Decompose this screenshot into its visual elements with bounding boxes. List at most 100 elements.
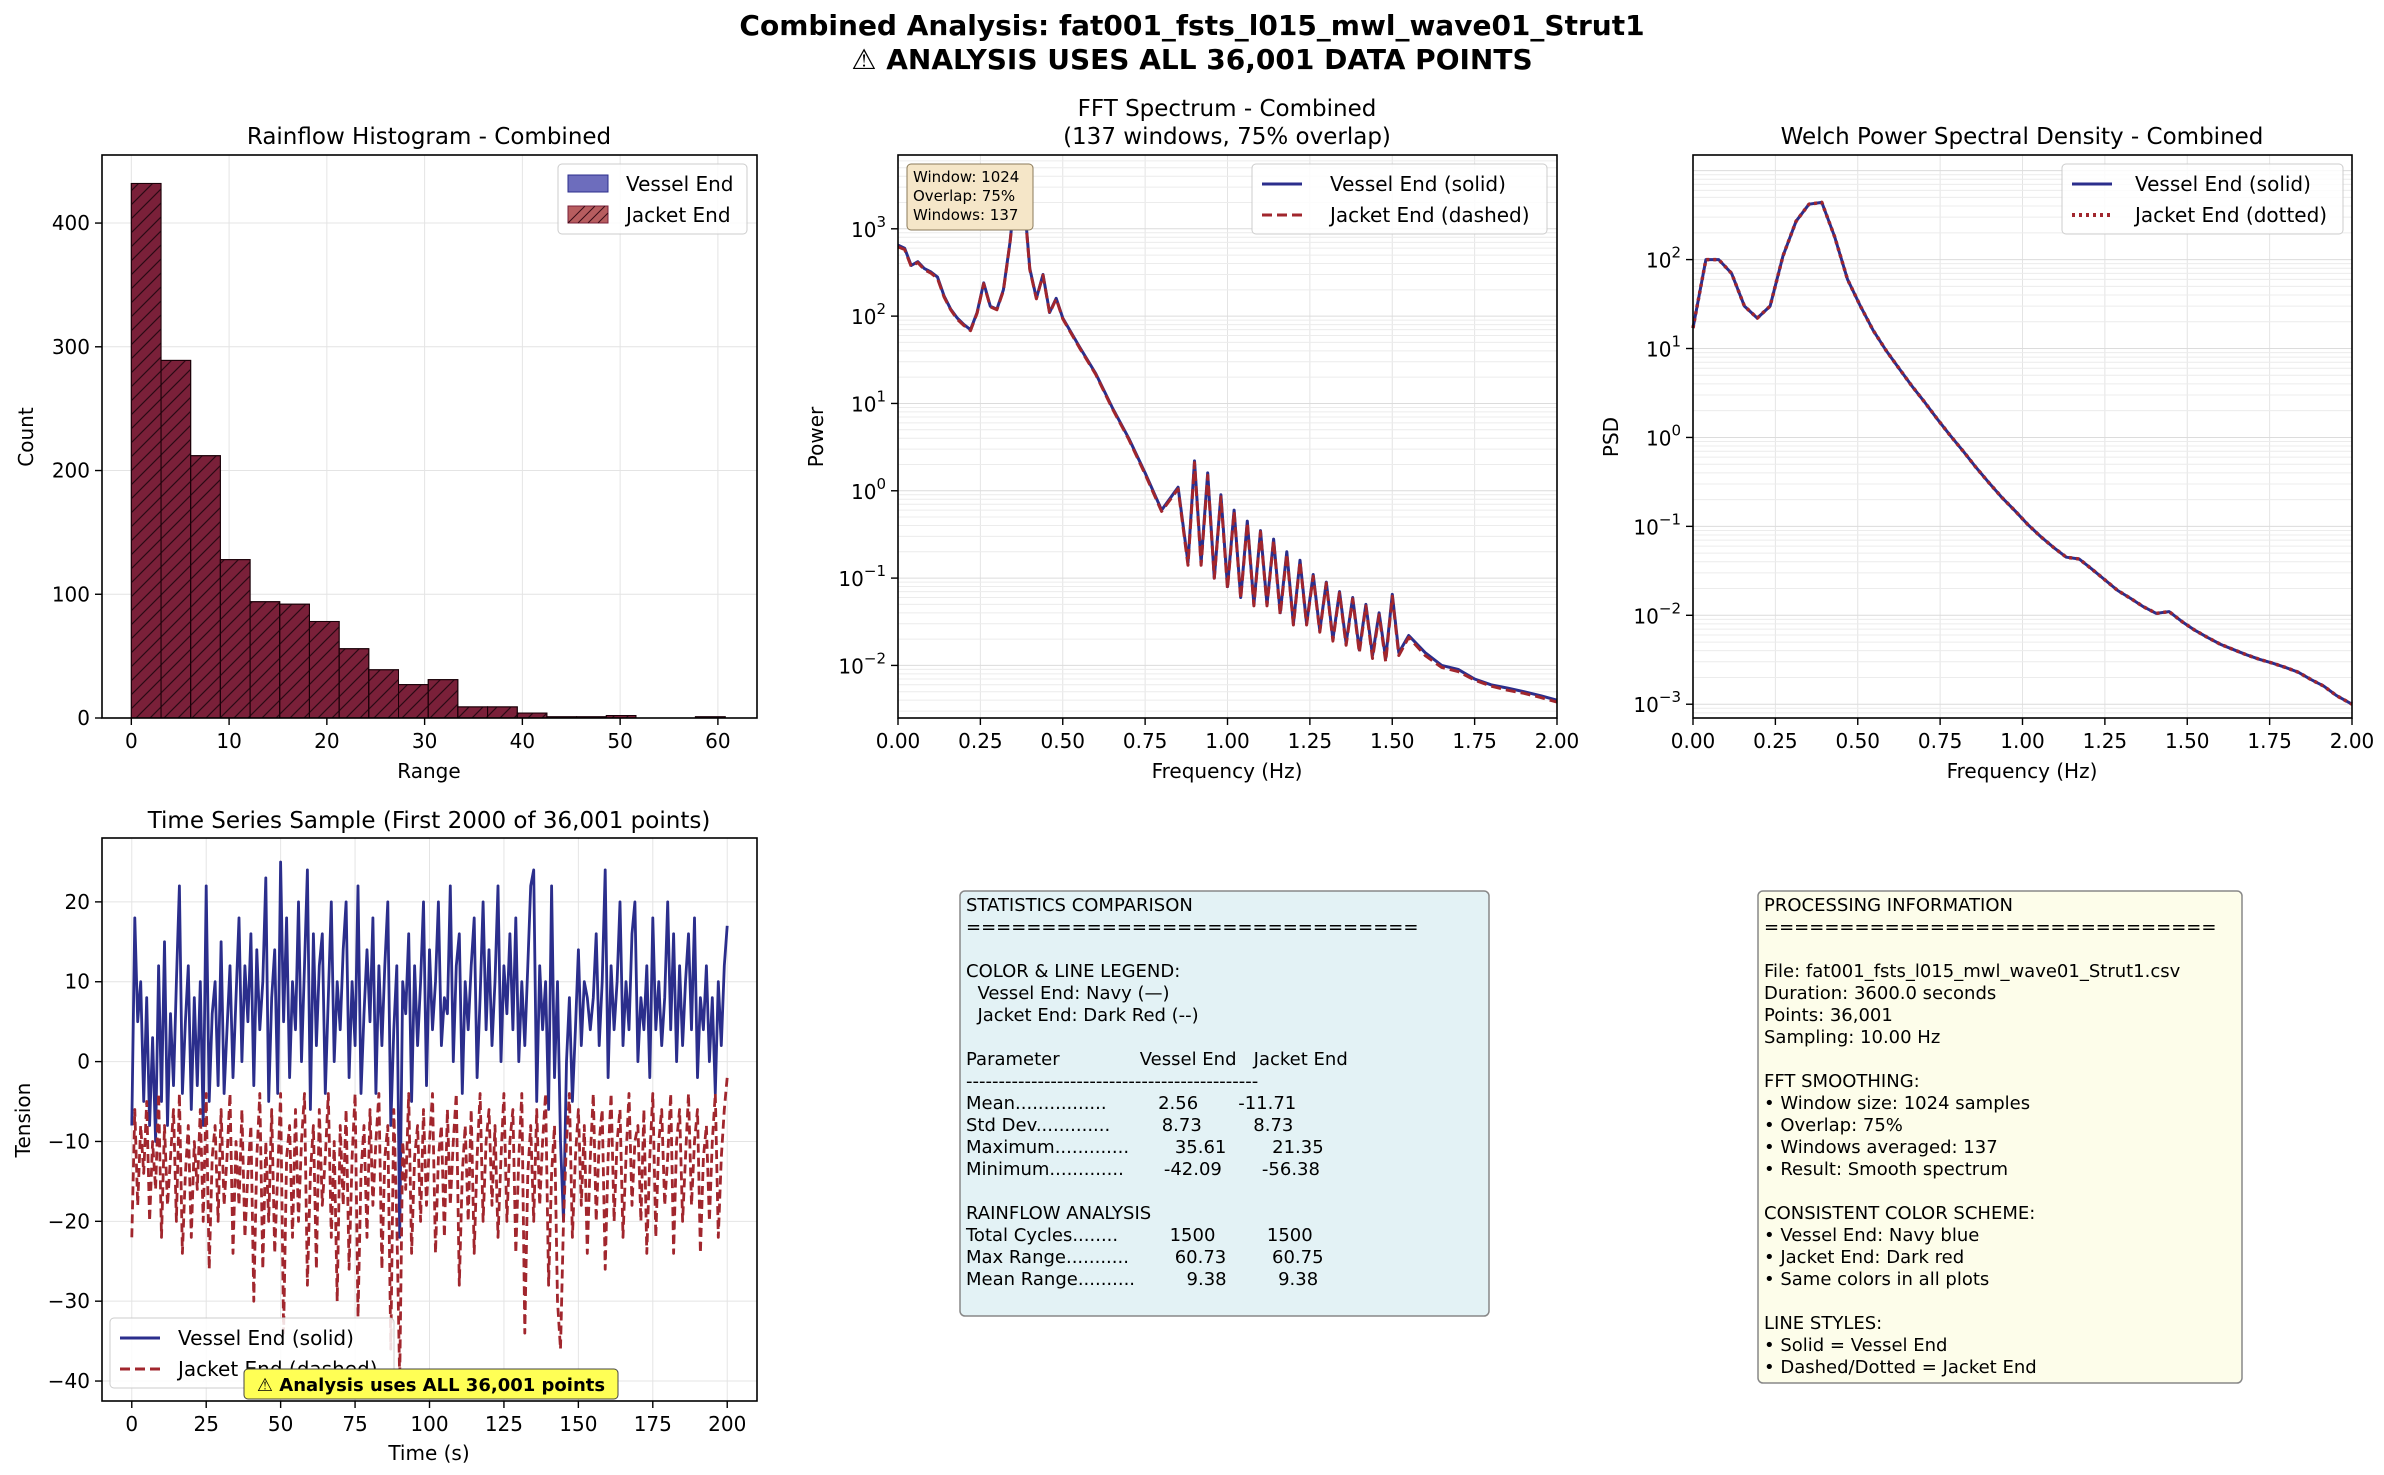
jacket-end-line (897, 177, 1558, 704)
x-tick-label: 100 (410, 1412, 448, 1436)
processing-line: FFT SMOOTHING: (1764, 1071, 1920, 1092)
stats-row: Maximum............. 35.61 21.35 (966, 1137, 1324, 1158)
fft-annotation-window: Window: 1024 (913, 168, 1019, 186)
processing-line: PROCESSING INFORMATION (1764, 895, 2013, 916)
y-tick-label: 100 (1646, 421, 1681, 450)
y-tick-label: 101 (851, 387, 886, 416)
timeseries-xlabel: Time (s) (387, 1441, 469, 1465)
timeseries-ylabel: Tension (11, 1083, 35, 1159)
rainflow-bars (130, 182, 726, 719)
x-tick-label: 0.00 (876, 729, 921, 753)
fft-title: FFT Spectrum - Combined (1078, 96, 1377, 122)
x-tick-label: 150 (559, 1412, 597, 1436)
time-series-panel: Time Series Sample (First 2000 of 36,001… (11, 808, 758, 1465)
processing-line: Sampling: 10.00 Hz (1764, 1027, 1940, 1048)
y-tick-label: 101 (1646, 333, 1681, 362)
y-tick-label: 10−1 (838, 562, 886, 591)
fft-gridlines (897, 154, 1558, 718)
histogram-bar-jacket (249, 601, 281, 719)
stats-row: Mean Range.......... 9.38 9.38 (966, 1269, 1318, 1290)
histogram-bar-jacket (368, 669, 400, 719)
rainflow-legend: Vessel End Jacket End (557, 163, 748, 235)
rainflow-axes-frame (101, 154, 758, 719)
welch-ylabel: PSD (1599, 417, 1623, 457)
x-tick-label: 30 (412, 729, 437, 753)
vessel-end-line (130, 860, 729, 1239)
x-tick-label: 1.75 (1452, 729, 1497, 753)
figure-title: Combined Analysis: fat001_fsts_l015_mwl_… (739, 9, 1644, 42)
welch-legend: Vessel End (solid) Jacket End (dotted) (2061, 163, 2344, 235)
y-tick-label: 10−3 (1633, 688, 1681, 717)
x-tick-label: 0.25 (1753, 729, 1798, 753)
fft-series (897, 176, 1558, 704)
y-tick-label: 10 (65, 970, 90, 994)
fft-annotation-overlap: Overlap: 75% (913, 187, 1015, 205)
rainflow-title: Rainflow Histogram - Combined (247, 124, 611, 150)
histogram-bar-jacket (130, 182, 162, 719)
x-tick-label: 50 (268, 1412, 293, 1436)
stats-legend-title: COLOR & LINE LEGEND: (966, 961, 1180, 982)
x-tick-label: 25 (193, 1412, 218, 1436)
processing-line: • Solid = Vessel End (1764, 1335, 1947, 1356)
processing-line: • Windows averaged: 137 (1764, 1137, 1998, 1158)
histogram-bar-jacket (398, 684, 429, 719)
y-tick-label: 100 (52, 582, 90, 606)
histogram-bar-jacket (219, 559, 251, 719)
stats-rule: ============================== (966, 917, 1418, 938)
histogram-bar-jacket (487, 706, 518, 719)
timeseries-y-ticks: −40 −30 −20 −10 0 10 20 (48, 890, 102, 1393)
stats-legend-jacket: Jacket End: Dark Red (--) (966, 1005, 1199, 1026)
x-tick-label: 2.00 (2330, 729, 2375, 753)
welch-series (1691, 200, 2353, 706)
fft-x-ticks: 0.00 0.25 0.50 0.75 1.00 1.25 1.50 1.75 2.00 (876, 718, 1579, 753)
jacket-end-line (1691, 200, 2353, 706)
processing-line: • Result: Smooth spectrum (1764, 1159, 2008, 1180)
y-tick-label: 0 (77, 1050, 90, 1074)
rainflow-gridlines (102, 155, 757, 719)
x-tick-label: 1.00 (1205, 729, 1250, 753)
processing-line: • Overlap: 75% (1764, 1115, 1903, 1136)
rainflow-y-ticks: 0 100 200 300 400 (52, 211, 102, 730)
x-tick-label: 75 (342, 1412, 367, 1436)
x-tick-label: 0.25 (958, 729, 1003, 753)
histogram-bar-jacket (160, 359, 192, 719)
x-tick-label: 1.50 (1370, 729, 1415, 753)
timeseries-x-ticks: 0 25 50 75 100 125 150 175 200 (125, 1401, 746, 1436)
timeseries-title: Time Series Sample (First 2000 of 36,001… (147, 808, 711, 834)
y-tick-label: 10−1 (1633, 510, 1681, 539)
welch-gridlines (1692, 155, 2353, 719)
y-tick-label: 103 (851, 213, 886, 242)
legend-label-jacket: Jacket End (624, 203, 731, 227)
histogram-bar-jacket (308, 620, 340, 719)
y-tick-label: 10−2 (838, 649, 886, 678)
y-tick-label: −20 (48, 1209, 90, 1233)
welch-x-ticks: 0.00 0.25 0.50 0.75 1.00 1.25 1.50 1.75 2.00 (1671, 718, 2375, 753)
x-tick-label: 1.00 (2000, 729, 2045, 753)
y-tick-label: 10−2 (1633, 599, 1681, 628)
processing-line: Duration: 3600.0 seconds (1764, 983, 1996, 1004)
legend-label-vessel: Vessel End (626, 172, 734, 196)
legend-label-jacket: Jacket End (dashed) (1328, 203, 1530, 227)
histogram-bar-jacket (338, 648, 370, 719)
welch-y-ticks: 10−3 10−2 10−1 100 101 102 (1633, 244, 1693, 717)
x-tick-label: 10 (216, 729, 241, 753)
stats-title: STATISTICS COMPARISON (966, 895, 1193, 916)
x-tick-label: 50 (607, 729, 632, 753)
x-tick-label: 0 (125, 1412, 138, 1436)
x-tick-label: 1.25 (1288, 729, 1333, 753)
processing-line: • Same colors in all plots (1764, 1269, 1989, 1290)
x-tick-label: 40 (510, 729, 535, 753)
x-tick-label: 125 (485, 1412, 523, 1436)
timeseries-note-text: ⚠ Analysis uses ALL 36,001 points (257, 1375, 605, 1396)
stats-row: Max Range........... 60.73 60.75 (966, 1247, 1324, 1268)
x-tick-label: 20 (314, 729, 339, 753)
welch-xlabel: Frequency (Hz) (1947, 759, 2098, 783)
y-tick-label: 0 (77, 706, 90, 730)
legend-label-vessel: Vessel End (solid) (178, 1326, 354, 1350)
fft-legend: Vessel End (solid) Jacket End (dashed) (1251, 163, 1548, 235)
rainflow-xlabel: Range (397, 759, 460, 783)
fft-annotation-windows: Windows: 137 (913, 206, 1018, 224)
timeseries-series (130, 860, 729, 1383)
fft-y-ticks: 10−2 10−1 100 101 102 103 (838, 213, 898, 678)
